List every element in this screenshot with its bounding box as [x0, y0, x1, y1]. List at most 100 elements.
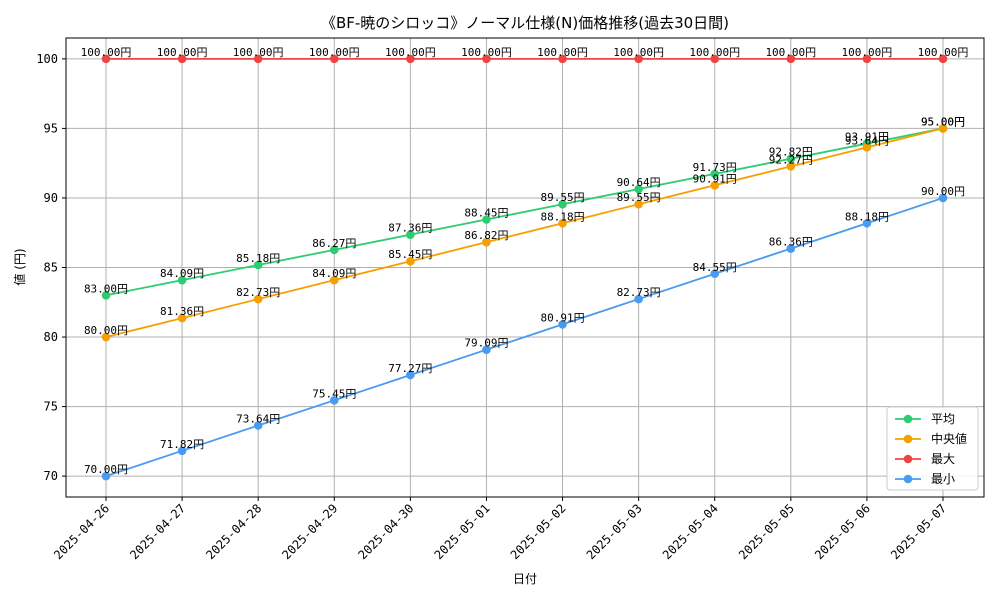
- data-label: 100.00円: [765, 46, 816, 59]
- data-label: 88.45円: [464, 207, 508, 220]
- data-point: [101, 291, 111, 300]
- data-label: 100.00円: [689, 46, 740, 59]
- data-label: 100.00円: [842, 46, 893, 59]
- data-label: 89.55円: [617, 191, 661, 204]
- data-point: [177, 446, 187, 456]
- legend-label: 中央値: [931, 431, 967, 446]
- data-point: [862, 143, 872, 152]
- data-label: 89.55円: [540, 191, 584, 204]
- data-point: [558, 54, 567, 64]
- data-point: [710, 180, 720, 190]
- data-point: [558, 218, 567, 228]
- data-label: 100.00円: [918, 46, 969, 59]
- data-label: 80.91円: [540, 311, 584, 324]
- data-label: 92.27円: [769, 153, 813, 166]
- data-point: [938, 124, 948, 133]
- legend-swatch-marker: [903, 414, 913, 424]
- legend-label: 平均: [931, 412, 955, 426]
- data-point: [938, 54, 948, 64]
- y-tick-label: 95: [44, 121, 58, 135]
- data-label: 100.00円: [233, 46, 284, 59]
- y-axis-title: 値 (円): [12, 248, 27, 285]
- y-axis: 70 75 80 85 90 95 100: [36, 52, 66, 483]
- data-label: 82.73円: [236, 286, 280, 299]
- data-label: 79.09円: [464, 337, 508, 350]
- data-point: [406, 54, 415, 64]
- data-point: [558, 320, 567, 329]
- data-point: [786, 162, 796, 171]
- data-point: [710, 54, 720, 64]
- legend-swatch-marker: [903, 434, 913, 444]
- data-point: [710, 169, 720, 179]
- data-point: [406, 370, 415, 380]
- data-label: 83.00円: [84, 282, 128, 295]
- data-point: [786, 154, 796, 164]
- data-point: [177, 275, 187, 285]
- data-point: [101, 54, 111, 64]
- data-point: [177, 54, 187, 64]
- data-point: [482, 345, 491, 355]
- data-point: [101, 471, 111, 481]
- data-point: [862, 218, 872, 228]
- series-line: [105, 197, 944, 477]
- data-point: [253, 421, 263, 430]
- data-point: [253, 54, 263, 64]
- data-label: 84.55円: [693, 261, 737, 274]
- legend-label: 最大: [931, 452, 955, 466]
- data-label: 90.64円: [617, 176, 661, 189]
- data-label: 86.27円: [312, 237, 356, 250]
- data-point: [406, 256, 415, 266]
- data-point: [177, 313, 187, 323]
- legend-swatch-marker: [903, 454, 913, 464]
- y-tick-label: 80: [44, 330, 58, 344]
- data-point: [329, 245, 339, 255]
- legend-swatch-marker: [903, 474, 913, 484]
- data-label: 95.00円: [921, 115, 965, 128]
- data-label: 93.64円: [845, 134, 889, 147]
- data-point: [482, 215, 491, 224]
- data-label: 71.82円: [160, 438, 204, 451]
- data-label: 100.00円: [461, 46, 512, 59]
- data-label: 82.73円: [617, 286, 661, 299]
- data-point: [329, 275, 339, 285]
- series-layer: [101, 54, 948, 481]
- data-point: [253, 294, 263, 304]
- series-line: [105, 127, 944, 297]
- data-point: [634, 184, 643, 194]
- data-point: [558, 199, 567, 209]
- data-point: [482, 54, 491, 64]
- data-point: [634, 199, 643, 209]
- data-point: [406, 230, 415, 239]
- data-point: [634, 54, 643, 64]
- data-point: [253, 260, 263, 270]
- data-point: [482, 237, 491, 247]
- y-tick-label: 70: [44, 469, 58, 483]
- data-label: 85.18円: [236, 252, 280, 265]
- legend-frame: [886, 406, 979, 491]
- data-label: 84.09円: [312, 267, 356, 280]
- data-point: [101, 332, 111, 342]
- data-labels: 83.00円 84.09円 85.18円 86.27円 87.36円 88.45円 89.5…: [81, 46, 969, 476]
- data-point: [938, 193, 948, 203]
- data-label: 86.36円: [769, 236, 813, 249]
- grid: [66, 38, 984, 497]
- data-point: [786, 244, 796, 253]
- data-point: [786, 54, 796, 64]
- y-tick-label: 85: [44, 261, 58, 275]
- data-label: 81.36円: [160, 305, 204, 318]
- data-label: 86.82円: [464, 229, 508, 242]
- x-axis-title: 日付: [513, 572, 537, 586]
- data-label: 88.18円: [845, 210, 889, 223]
- y-tick-label: 90: [44, 191, 58, 205]
- data-point: [329, 396, 339, 405]
- data-label: 73.64円: [236, 413, 280, 426]
- y-tick-label: 75: [44, 400, 58, 414]
- data-label: 85.45円: [388, 248, 432, 261]
- data-point: [329, 54, 339, 64]
- data-label: 91.73円: [693, 161, 737, 174]
- data-point: [710, 269, 720, 279]
- chart-title: 《BF-暁のシロッコ》ノーマル仕様(N)価格推移(過去30日間): [321, 14, 729, 32]
